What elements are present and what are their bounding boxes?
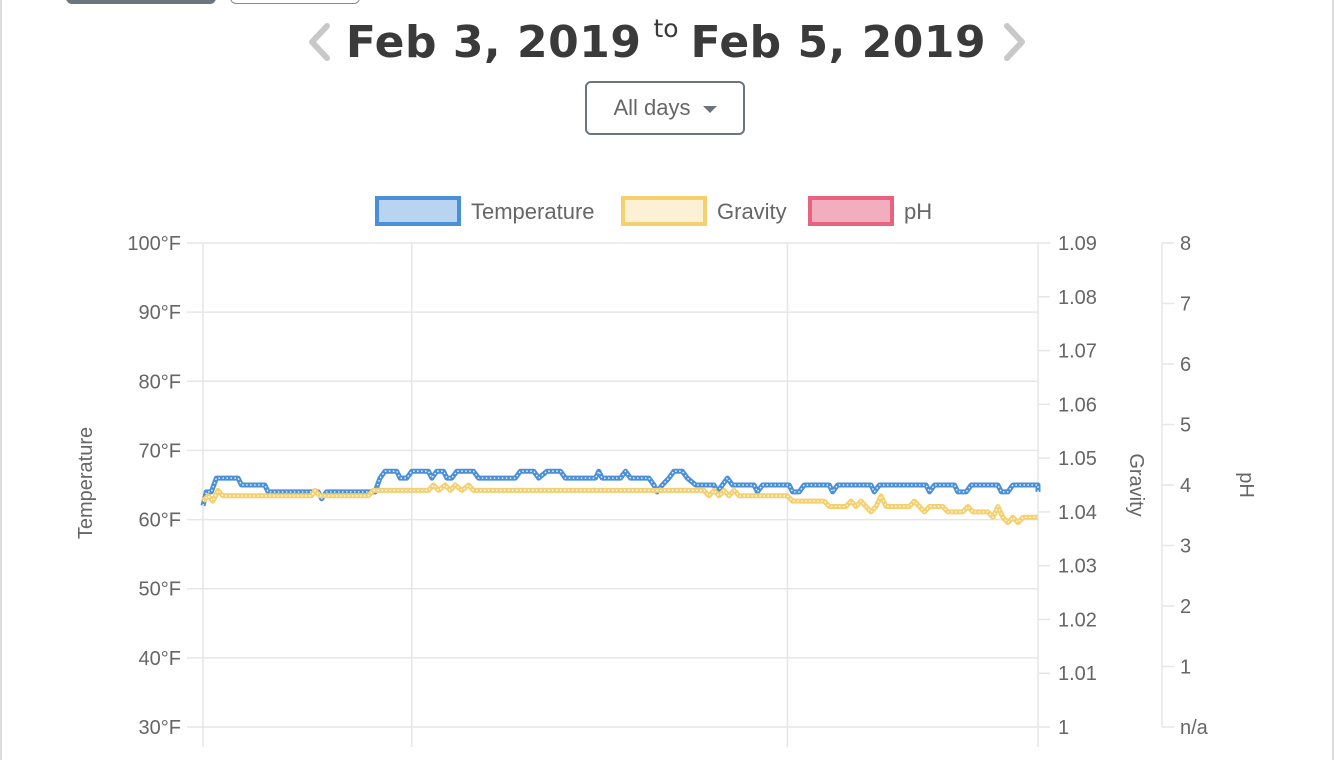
start-date: Feb 3, 2019 [345,16,642,68]
gravity-tick-label: 1.07 [1058,341,1097,363]
chevron-left-icon [308,23,330,61]
prev-range-button[interactable] [305,20,333,64]
ph-tick-label: 2 [1180,596,1191,618]
date-range-title: Feb 3, 2019 to Feb 5, 2019 [345,13,987,68]
ph-axis-title: pH [1235,472,1257,498]
legend-label: pH [904,199,932,224]
gravity-tick-label: 1.08 [1058,287,1097,309]
temperature-tick-label: 60°F [139,510,181,532]
legend-swatch-2 [808,196,894,226]
temperature-tick-label: 80°F [139,371,181,393]
gravity-tick-label: 1.09 [1058,233,1097,255]
end-date: Feb 5, 2019 [690,16,987,68]
to-label: to [653,13,679,43]
gravity-tick-label: 1.05 [1058,448,1097,470]
gravity-tick-label: 1 [1058,717,1069,739]
ph-tick-label: 8 [1180,233,1191,255]
ph-tick-label: 6 [1180,354,1191,376]
gravity-tick-label: 1.06 [1058,394,1097,416]
temperature-axis-title: Temperature [75,427,97,539]
tab-active[interactable] [66,0,216,4]
ph-tick-label: 1 [1180,657,1191,679]
legend-label: Gravity [717,199,787,224]
ph-tick-label: 7 [1180,294,1191,316]
ph-tick-label: 4 [1180,475,1191,497]
chevron-right-icon [1004,23,1026,61]
gravity-axis-title: Gravity [1125,453,1147,516]
gravity-tick-label: 1.02 [1058,609,1097,631]
legend-swatch-1 [621,196,707,226]
temperature-tick-label: 30°F [139,717,181,739]
temperature-tick-label: 70°F [139,440,181,462]
temperature-tick-label: 100°F [127,233,181,255]
ph-tick-label: n/a [1180,717,1209,739]
series-dots-gravity [202,484,1038,524]
temperature-tick-label: 40°F [139,648,181,670]
next-range-button[interactable] [1001,20,1029,64]
gravity-tick-label: 1.01 [1058,663,1097,685]
caret-down-icon [702,105,717,113]
series-line-temperature [200,468,1041,507]
legend-swatch-0 [375,196,461,226]
day-filter-label: All days [613,95,691,120]
gravity-tick-label: 1.03 [1058,556,1097,578]
day-filter-dropdown[interactable]: All days [585,81,745,135]
date-range-header: Feb 3, 2019 to Feb 5, 2019 [0,12,1334,72]
temperature-tick-label: 50°F [139,579,181,601]
legend-label: Temperature [471,199,595,224]
ph-tick-label: 3 [1180,536,1191,558]
gravity-tick-label: 1.04 [1058,502,1097,524]
ph-tick-label: 5 [1180,415,1191,437]
temperature-tick-label: 90°F [139,302,181,324]
